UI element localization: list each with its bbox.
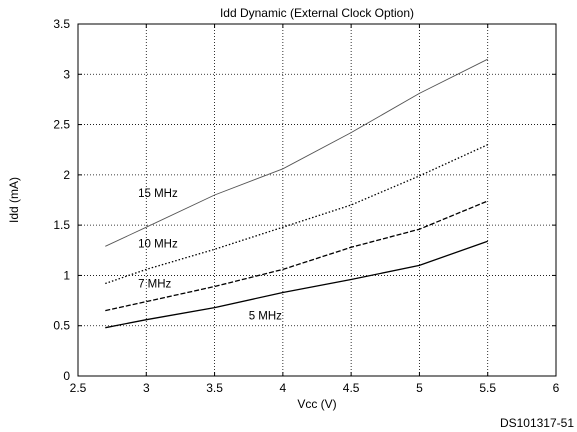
y-tick-label: 3: [63, 67, 70, 81]
x-tick-label: 3: [143, 381, 150, 395]
x-tick-label: 5.5: [479, 381, 496, 395]
plot-frame: [77, 23, 557, 377]
x-tick-label: 4.5: [343, 381, 360, 395]
x-tick-label: 6: [553, 381, 560, 395]
series-layer: [105, 58, 488, 329]
series-line-5-mhz: [105, 240, 488, 329]
chart-title: Idd Dynamic (External Clock Option): [220, 6, 414, 20]
x-axis-label: Vcc (V): [297, 397, 336, 411]
series-label: 10 MHz: [138, 238, 178, 250]
series-label: 5 MHz: [249, 311, 282, 323]
x-tick-label: 5: [416, 381, 423, 395]
document-id: DS101317-51: [500, 416, 574, 430]
tick-label-layer: 2.5 3 3.5 4 4.5 5 5.5 6 0 0.5 1 1.5 2 2.5 3 3.5: [53, 17, 559, 395]
y-tick-label: 1.5: [53, 218, 70, 232]
x-tick-label: 3.5: [206, 381, 223, 395]
y-tick-label: 1: [63, 268, 70, 282]
grid-layer: [77, 23, 557, 377]
series-line-10-mhz: [105, 144, 488, 285]
y-tick-label: 3.5: [53, 17, 70, 31]
series-label-layer: 15 MHz 10 MHz 7 MHz 5 MHz: [138, 188, 282, 323]
y-tick-label: 0.5: [53, 319, 70, 333]
series-label: 7 MHz: [138, 278, 171, 290]
x-tick-label: 4: [280, 381, 287, 395]
y-tick-label: 0: [63, 369, 70, 383]
y-axis-label: Idd (mA): [7, 177, 21, 223]
x-tick-label: 2.5: [70, 381, 87, 395]
y-tick-label: 2.5: [53, 118, 70, 132]
series-line-7-mhz: [105, 200, 488, 312]
y-tick-label: 2: [63, 168, 70, 182]
series-label: 15 MHz: [138, 188, 178, 200]
series-line-15-mhz: [105, 58, 488, 247]
